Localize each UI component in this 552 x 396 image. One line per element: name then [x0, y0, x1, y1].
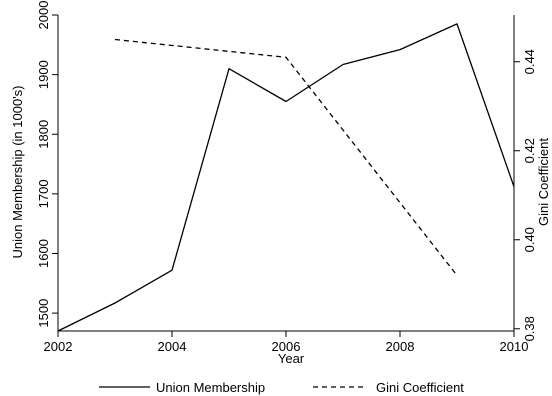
- series-layer: [57, 23, 515, 332]
- x-tick-label: 2002: [44, 339, 73, 354]
- left-y-axis-ticks: 1500 1600 1700 1800 1900 2000: [36, 1, 58, 328]
- x-tick-label: 2004: [158, 339, 187, 354]
- legend: Union Membership Gini Coefficient: [99, 380, 464, 395]
- x-tick-label: 2010: [500, 339, 529, 354]
- left-y-tick-label: 2000: [36, 1, 51, 30]
- x-tick-label: 2008: [386, 339, 415, 354]
- left-y-tick-label: 1800: [36, 120, 51, 149]
- right-y-tick-label: 0.40: [522, 227, 537, 252]
- right-y-axis-title: Gini Coefficient: [536, 138, 551, 226]
- left-y-tick-label: 1900: [36, 60, 51, 89]
- right-y-tick-label: 0.38: [522, 316, 537, 341]
- plot-area: [57, 15, 515, 332]
- x-tick-label: 2006: [272, 339, 301, 354]
- x-axis-ticks: 2002 2004 2006 2008 2010: [44, 331, 529, 354]
- left-y-tick-label: 1600: [36, 239, 51, 268]
- series-line-union-membership: [57, 23, 515, 332]
- left-y-tick-label: 1500: [36, 299, 51, 328]
- right-y-tick-label: 0.44: [522, 49, 537, 74]
- x-axis-title: Year: [278, 351, 305, 366]
- right-y-axis-ticks: 0.38 0.40 0.42 0.44: [514, 49, 537, 341]
- legend-label-union-membership: Union Membership: [156, 380, 265, 395]
- series-line-gini-coefficient: [114, 38, 458, 276]
- left-y-axis-title: Union Membership (in 1000's): [10, 85, 25, 258]
- legend-label-gini-coefficient: Gini Coefficient: [376, 380, 464, 395]
- right-y-tick-label: 0.42: [522, 138, 537, 163]
- left-y-tick-label: 1700: [36, 179, 51, 208]
